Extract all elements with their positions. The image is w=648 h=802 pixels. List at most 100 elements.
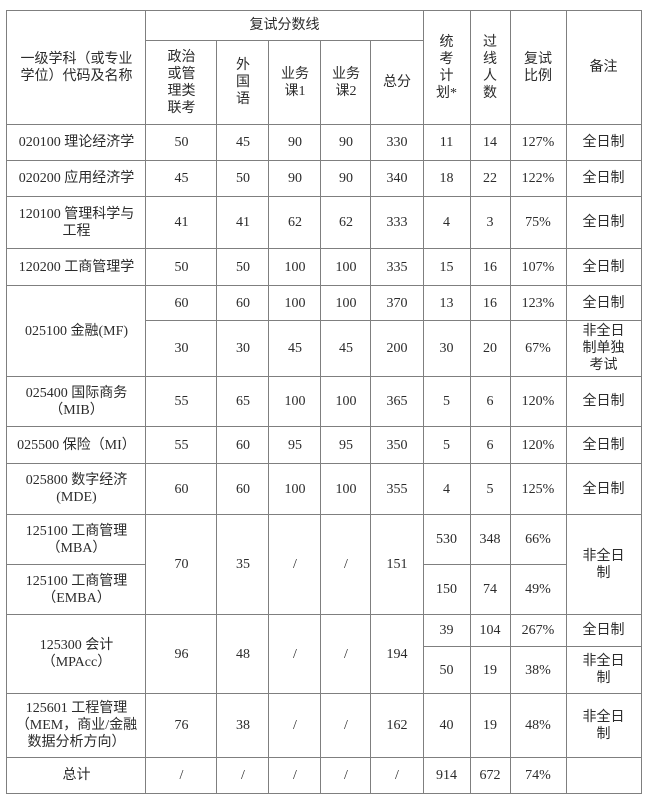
- cell-remark: [565, 757, 642, 794]
- cell-remark: 全日制: [565, 196, 642, 249]
- cell-politics: /: [145, 757, 218, 794]
- cell-ratio: 120%: [509, 376, 567, 427]
- cell-foreign: /: [216, 757, 270, 794]
- cell-foreign: 45: [216, 124, 270, 161]
- cell-course1: 95: [268, 426, 322, 464]
- cell-passed: 672: [469, 757, 511, 794]
- cell-ratio: 122%: [509, 160, 567, 197]
- cell-name: 020100 理论经济学: [6, 124, 147, 161]
- cell-plan: 18: [422, 160, 471, 197]
- table-row: 025100 金融(MF) 60 60 100 100 370 13 16 12…: [6, 285, 642, 377]
- cell-course2: 100: [320, 463, 372, 515]
- cell-ratio: 123%: [509, 285, 567, 321]
- cell-politics: 60: [145, 463, 218, 515]
- cell-course1: 100: [268, 376, 322, 427]
- header-plan: 统 考 计 划*: [422, 10, 471, 125]
- table-row: 120100 管理科学与 工程 41 41 62 62 333 4 3 75% …: [6, 196, 642, 249]
- cell-total: /: [370, 757, 424, 794]
- cell-foreign: 65: [216, 376, 270, 427]
- cell-course1: 100: [268, 248, 322, 286]
- cell-politics: 96: [145, 614, 218, 694]
- cell-passed: 6: [469, 426, 511, 464]
- score-table: 一级学科（或专业 学位）代码及名称 复试分数线 统 考 计 划* 过 线 人 数…: [6, 10, 642, 794]
- cell-course1: 90: [268, 124, 322, 161]
- cell-course2: 100: [320, 285, 372, 321]
- cell-remark: 全日制: [565, 248, 642, 286]
- cell-politics: 45: [145, 160, 218, 197]
- cell-course1: 62: [268, 196, 322, 249]
- cell-passed: 74: [469, 564, 511, 615]
- cell-name: 025500 保险（MI）: [6, 426, 147, 464]
- cell-name: 120200 工商管理学: [6, 248, 147, 286]
- cell-total: 162: [370, 693, 424, 758]
- cell-passed: 16: [469, 248, 511, 286]
- cell-foreign: 50: [216, 160, 270, 197]
- cell-ratio: 120%: [509, 426, 567, 464]
- cell-passed: 19: [469, 646, 511, 694]
- cell-total: 340: [370, 160, 424, 197]
- cell-ratio: 75%: [509, 196, 567, 249]
- cell-passed: 104: [469, 614, 511, 647]
- table-row: 025500 保险（MI） 55 60 95 95 350 5 6 120% 全…: [6, 426, 642, 464]
- cell-course1: 100: [268, 463, 322, 515]
- cell-passed: 16: [469, 285, 511, 321]
- cell-plan: 5: [422, 426, 471, 464]
- cell-foreign: 38: [216, 693, 270, 758]
- cell-passed: 5: [469, 463, 511, 515]
- cell-remark: 全日制: [565, 285, 642, 321]
- cell-course2: 95: [320, 426, 372, 464]
- header-course2: 业务 课2: [320, 40, 372, 125]
- table-row-total: 总计 / / / / / 914 672 74%: [6, 757, 642, 794]
- cell-passed: 6: [469, 376, 511, 427]
- cell-course1: 100: [268, 285, 322, 321]
- cell-ratio: 48%: [509, 693, 567, 758]
- header-ratio: 复试 比例: [509, 10, 567, 125]
- cell-ratio: 125%: [509, 463, 567, 515]
- cell-foreign: 60: [216, 463, 270, 515]
- cell-foreign: 60: [216, 426, 270, 464]
- table-row: 30 30 45 45 200 30 20 67% 非全日 制单独 考试: [7, 320, 642, 377]
- header-row-sub: 政治 或管 理类 联考 外 国 语 业务 课1 业务 课2 总分: [7, 40, 641, 125]
- cell-plan: 13: [422, 285, 471, 321]
- cell-plan: 30: [422, 320, 471, 377]
- cell-remark: 全日制: [565, 463, 642, 515]
- cell-course1: /: [268, 693, 322, 758]
- header-foreign: 外 国 语: [216, 40, 270, 125]
- cell-plan: 914: [422, 757, 471, 794]
- table-row: 020100 理论经济学 50 45 90 90 330 11 14 127% …: [6, 124, 642, 161]
- cell-remark: 全日制: [565, 160, 642, 197]
- cell-name: 125601 工程管理 （MEM，商业/金融 数据分析方向）: [6, 693, 147, 758]
- cell-politics: 30: [145, 320, 218, 377]
- cell-ratio: 74%: [509, 757, 567, 794]
- cell-foreign: 35: [216, 514, 270, 615]
- cell-plan: 4: [422, 196, 471, 249]
- cell-course1: /: [268, 757, 322, 794]
- cell-name: 125100 工商管理 （MBA）: [6, 514, 147, 565]
- cell-course2: /: [320, 614, 372, 694]
- cell-passed: 14: [469, 124, 511, 161]
- cell-ratio: 66%: [509, 514, 567, 565]
- cell-ratio: 267%: [509, 614, 567, 647]
- cell-ratio: 49%: [509, 564, 567, 615]
- cell-politics: 55: [145, 426, 218, 464]
- cell-politics: 70: [145, 514, 218, 615]
- cell-plan: 150: [422, 564, 471, 615]
- cell-remark: 非全日 制: [565, 693, 642, 758]
- cell-politics: 41: [145, 196, 218, 249]
- cell-plan: 39: [422, 614, 471, 647]
- cell-plan: 40: [422, 693, 471, 758]
- cell-course2: 100: [320, 248, 372, 286]
- cell-name: 025800 数字经济 (MDE): [6, 463, 147, 515]
- cell-plan: 50: [422, 646, 471, 694]
- table-row: 120200 工商管理学 50 50 100 100 335 15 16 107…: [6, 248, 642, 286]
- cell-name: 120100 管理科学与 工程: [6, 196, 147, 249]
- cell-total: 330: [370, 124, 424, 161]
- cell-remark: 非全日 制: [565, 646, 642, 694]
- cell-name: 125100 工商管理 （EMBA）: [6, 564, 147, 615]
- cell-foreign: 60: [216, 285, 270, 321]
- cell-ratio: 107%: [509, 248, 567, 286]
- table-row: 125601 工程管理 （MEM，商业/金融 数据分析方向） 76 38 / /…: [6, 693, 642, 758]
- cell-total: 335: [370, 248, 424, 286]
- cell-ratio: 127%: [509, 124, 567, 161]
- cell-name: 025100 金融(MF): [6, 285, 147, 377]
